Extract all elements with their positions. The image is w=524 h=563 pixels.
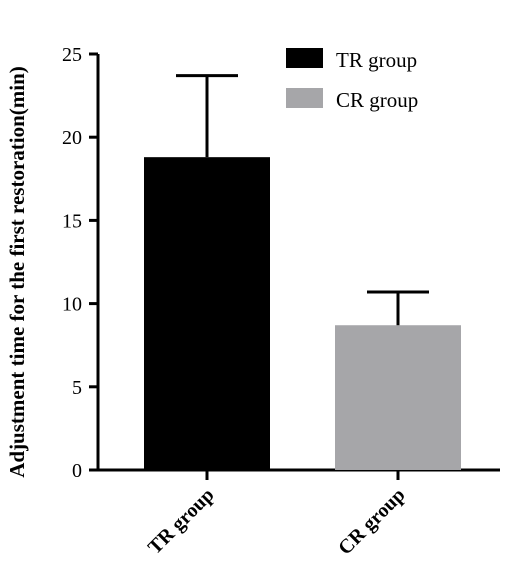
y-tick-label: 15 xyxy=(62,210,82,232)
x-axis xyxy=(96,468,500,480)
bar xyxy=(144,157,270,470)
error-bars xyxy=(176,74,429,326)
y-tick-label: 20 xyxy=(62,127,82,149)
y-tick-label: 5 xyxy=(72,377,82,399)
category-labels: TR group CR group xyxy=(144,484,410,559)
y-axis-label: Adjustment time for the first restoratio… xyxy=(5,66,29,478)
legend-swatch xyxy=(286,88,323,108)
x-tick-label: TR group xyxy=(144,484,219,559)
bar xyxy=(335,325,461,470)
legend-label: TR group xyxy=(336,48,417,72)
legend: TR group CR group xyxy=(286,48,418,112)
legend-swatch xyxy=(286,48,323,68)
x-tick-label: CR group xyxy=(334,484,409,559)
bars xyxy=(144,157,461,470)
y-tick-label: 25 xyxy=(62,44,82,66)
legend-label: CR group xyxy=(336,88,418,112)
y-tick-label: 0 xyxy=(72,460,82,482)
y-axis: 0 5 10 15 20 25 xyxy=(62,44,100,482)
y-tick-label: 10 xyxy=(62,294,82,316)
